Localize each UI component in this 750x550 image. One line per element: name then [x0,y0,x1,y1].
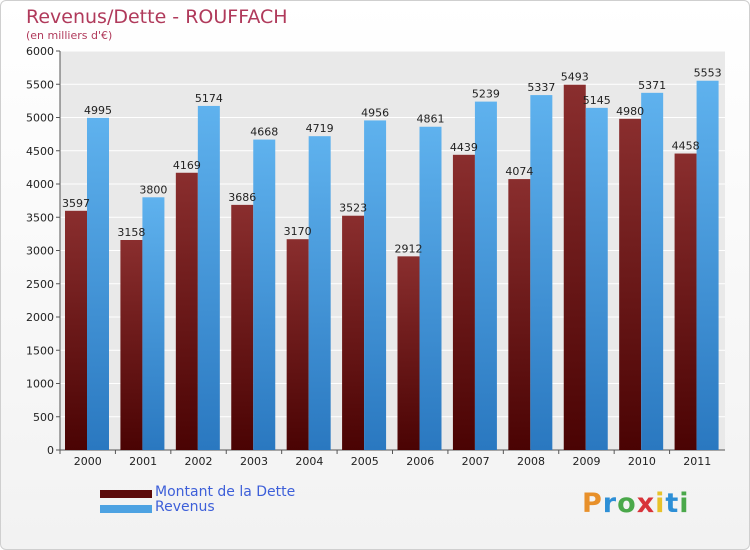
x-tick-label: 2002 [185,455,213,468]
logo-letter: o [617,488,637,519]
bar-revenus [197,105,220,450]
value-label-revenus: 4719 [306,122,334,135]
y-axis-ticks: 0 500 1000 1500 2000 2500 3000 3500 4000 4500 5000… [26,45,54,457]
y-tick-label: 500 [33,411,54,424]
x-tick-label: 2004 [295,455,323,468]
value-label-revenus: 5239 [472,88,500,101]
x-tick-label: 2009 [572,455,600,468]
logo-letter: t [665,488,680,519]
bar-revenus [530,95,553,450]
y-tick-label: 1500 [26,344,54,357]
legend-swatch-debt [100,490,152,498]
chart-subtitle: (en milliers d'€) [26,29,113,42]
y-tick-label: 4000 [26,178,54,191]
y-tick-label: 3500 [26,211,54,224]
x-tick-label: 2003 [240,455,268,468]
value-label-revenus: 5145 [583,94,611,107]
value-label-debt: 4439 [450,141,478,154]
value-label-revenus: 3800 [139,183,167,196]
value-label-debt: 3170 [284,225,312,238]
value-label-revenus: 5553 [694,67,722,80]
value-label-debt: 3158 [117,226,145,239]
bar-debt [397,256,420,450]
bar-revenus [253,139,276,450]
x-tick-label: 2001 [129,455,157,468]
value-label-revenus: 5337 [527,81,555,94]
y-tick-label: 0 [47,444,54,457]
logo-letter: r [602,488,618,519]
y-tick-label: 5500 [26,78,54,91]
x-tick-label: 2010 [628,455,656,468]
value-label-debt: 4458 [672,140,700,153]
bar-debt [619,118,642,450]
value-label-debt: 5493 [561,71,589,84]
y-tick-label: 4500 [26,145,54,158]
value-labels: 3597 4995 3158 3800 4169 5174 3686 4668 3170 4719… [62,67,722,256]
bar-debt [120,239,143,450]
x-tick-label: 2011 [683,455,711,468]
bar-debt [674,153,697,450]
x-tick-label: 2007 [462,455,490,468]
y-tick-label: 2000 [26,311,54,324]
bar-revenus [364,120,387,451]
legend-label-debt: Montant de la Dette [155,484,296,500]
bar-revenus [87,117,109,451]
y-tick-label: 3000 [26,245,54,258]
legend-label-revenus: Revenus [155,499,215,515]
value-label-revenus: 4995 [84,104,112,117]
value-label-revenus: 5174 [195,92,223,105]
bar-debt [563,84,586,450]
logo-letter: x [636,488,656,519]
proxiti-logo: Proxiti [582,488,690,519]
value-label-debt: 3523 [339,202,367,215]
value-label-debt: 4169 [173,159,201,172]
bar-revenus [142,197,165,450]
legend-swatch-revenus [100,505,152,513]
bar-revenus [641,92,664,451]
value-label-debt: 4074 [505,165,533,178]
value-label-debt: 4980 [616,105,644,118]
bar-revenus [419,126,442,450]
bar-revenus [308,136,331,450]
x-tick-label: 2005 [351,455,379,468]
bar-debt [452,154,475,450]
x-tick-label: 2000 [74,455,102,468]
value-label-debt: 2912 [395,242,423,255]
y-tick-label: 6000 [26,45,54,58]
value-label-revenus: 5371 [638,79,666,92]
bar-debt [65,210,87,450]
y-tick-label: 5000 [26,112,54,125]
value-label-debt: 3597 [62,197,90,210]
bar-debt [286,239,309,450]
bar-debt [508,179,531,451]
bar-debt [175,172,198,450]
y-tick-label: 2500 [26,278,54,291]
x-axis-ticks: 2000 2001 2002 2003 2004 2005 2006 2007 2008 2009… [59,450,711,468]
value-label-revenus: 4956 [361,106,389,119]
bar-debt [342,215,365,450]
bar-debt [231,204,254,450]
value-label-debt: 3686 [228,191,256,204]
logo-letter: i [655,488,666,519]
logo-letter: i [679,488,690,519]
bar-revenus [474,101,497,450]
bar-revenus [696,80,719,451]
x-tick-label: 2006 [406,455,434,468]
logo-letter: P [582,488,603,519]
bars [65,80,719,451]
y-tick-label: 1000 [26,378,54,391]
chart-title: Revenus/Dette - ROUFFACH [26,6,288,28]
value-label-revenus: 4668 [250,126,278,139]
x-tick-label: 2008 [517,455,545,468]
bar-revenus [585,107,608,451]
value-label-revenus: 4861 [417,113,445,126]
